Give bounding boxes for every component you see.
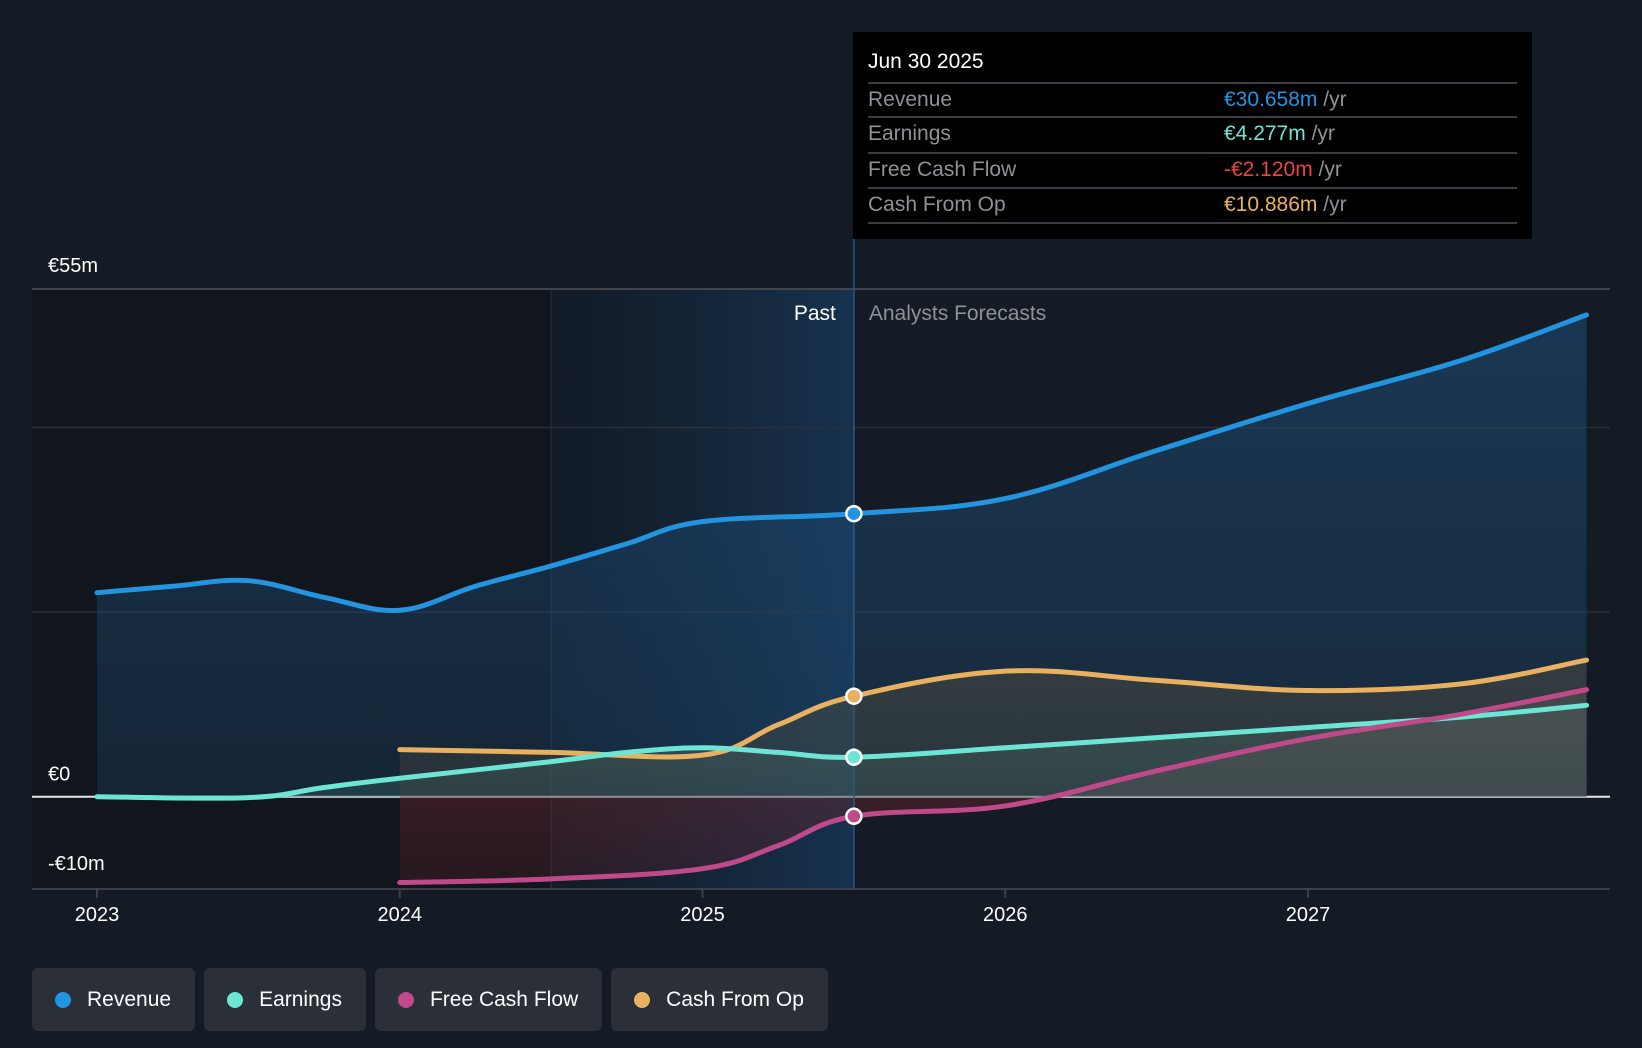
free-cash-flow-highlight-point (845, 807, 863, 826)
x-tick-label: 2024 (378, 904, 423, 926)
legend-label: Free Cash Flow (429, 987, 579, 1011)
tooltip-row-revenue: Revenue €30.658m /yr (868, 82, 1517, 118)
y-tick-label: €55m (48, 255, 98, 277)
tooltip-unit: /yr (1312, 158, 1342, 181)
x-tick-label: 2027 (1286, 904, 1331, 926)
cash-from-op-highlight-point (845, 687, 863, 705)
tooltip-value: €30.658m /yr (1224, 88, 1347, 112)
legend-label: Revenue (87, 987, 172, 1011)
tooltip-row-cash-from-op: Cash From Op €10.886m /yr (868, 187, 1517, 223)
free-cash-flow-dot-icon (397, 991, 414, 1008)
free-cash-flow-area-negative (399, 796, 1054, 883)
tooltip-amount: -€2.120m (1224, 158, 1313, 181)
cash-from-op-area (399, 660, 1587, 797)
x-tick-label: 2023 (75, 904, 120, 926)
cash-from-op-dot-icon (634, 991, 651, 1008)
revenue-line (94, 312, 1590, 613)
legend-label: Earnings (259, 987, 342, 1011)
x-tick-label: 2026 (983, 904, 1028, 926)
tooltip-unit: /yr (1317, 88, 1347, 111)
tooltip-value: -€2.120m /yr (1224, 158, 1342, 182)
y-tick-label: €0 (48, 764, 70, 786)
tooltip-value: €4.277m /yr (1224, 122, 1335, 146)
tooltip-amount: €10.886m (1224, 193, 1318, 216)
tooltip-name: Free Cash Flow (868, 158, 1017, 181)
tooltip-row-earnings: Earnings €4.277m /yr (868, 116, 1517, 152)
y-tick-label: -€10m (48, 853, 105, 875)
revenue-dot-icon (55, 991, 71, 1008)
revenue-highlight-point (845, 504, 863, 523)
forecast-label: Analysts Forecasts (869, 302, 1046, 325)
tooltip: Jun 30 2025 Revenue €30.658m /yr Earning… (853, 32, 1532, 239)
past-label: Past (794, 302, 836, 325)
legend-label: Cash From Op (666, 987, 804, 1011)
earnings-highlight-point (845, 748, 863, 766)
legend-item-earnings[interactable]: Earnings (204, 968, 366, 1031)
legend: Revenue Earnings Free Cash Flow Cash Fro… (32, 968, 828, 1031)
tooltip-unit: /yr (1305, 122, 1335, 145)
tooltip-divider (868, 222, 1517, 224)
tooltip-row-free-cash-flow: Free Cash Flow -€2.120m /yr (868, 152, 1517, 188)
tooltip-name: Revenue (868, 88, 953, 111)
tooltip-amount: €4.277m (1224, 122, 1306, 145)
legend-item-free-cash-flow[interactable]: Free Cash Flow (374, 968, 603, 1031)
tooltip-name: Cash From Op (868, 193, 1006, 216)
legend-item-cash-from-op[interactable]: Cash From Op (611, 968, 828, 1031)
revenue-area (97, 314, 1587, 797)
tooltip-date: Jun 30 2025 (868, 50, 984, 73)
tooltip-name: Earnings (868, 122, 951, 145)
tooltip-amount: €30.658m (1224, 88, 1318, 111)
x-tick-label: 2025 (680, 904, 725, 926)
free-cash-flow-line (397, 687, 1590, 886)
tooltip-unit: /yr (1317, 193, 1347, 216)
legend-item-revenue[interactable]: Revenue (32, 968, 196, 1031)
earnings-line (94, 702, 1590, 801)
tooltip-value: €10.886m /yr (1224, 193, 1347, 217)
earnings-dot-icon (227, 991, 244, 1008)
